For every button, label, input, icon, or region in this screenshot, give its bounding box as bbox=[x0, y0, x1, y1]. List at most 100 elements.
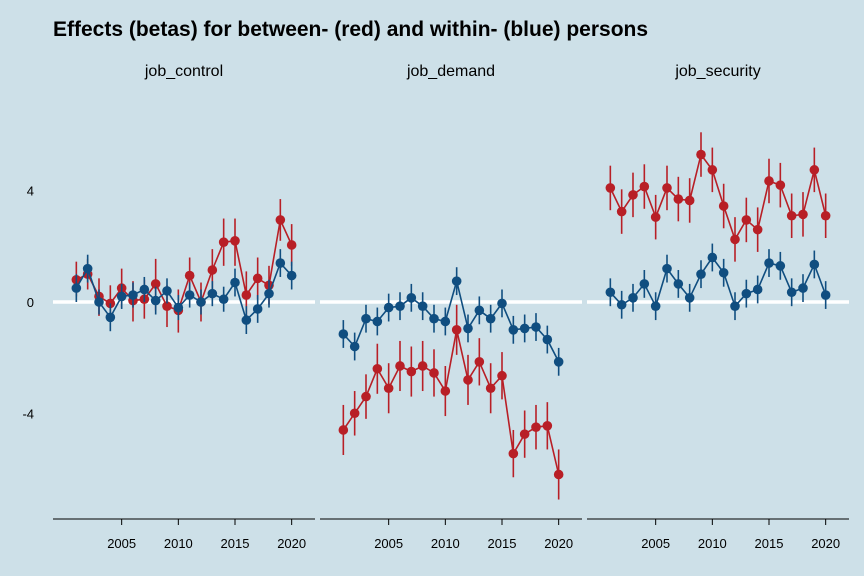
data-point bbox=[696, 269, 706, 279]
y-tick-label: -4 bbox=[22, 406, 34, 421]
x-tick-label: 2005 bbox=[641, 536, 670, 551]
data-point bbox=[820, 290, 831, 300]
data-point bbox=[383, 302, 394, 313]
data-point bbox=[349, 408, 360, 419]
data-point bbox=[150, 295, 161, 306]
series-line bbox=[75, 217, 293, 312]
x-tick-label: 2015 bbox=[488, 536, 517, 551]
x-tick-label: 2020 bbox=[811, 536, 840, 551]
data-point bbox=[616, 206, 627, 217]
data-point bbox=[241, 315, 252, 325]
data-point bbox=[162, 286, 172, 296]
data-point bbox=[71, 283, 82, 293]
data-point bbox=[707, 252, 718, 263]
data-point bbox=[798, 209, 808, 220]
data-point bbox=[184, 290, 195, 300]
data-point bbox=[417, 301, 428, 311]
data-point bbox=[372, 363, 383, 374]
data-point bbox=[616, 299, 627, 310]
series-line bbox=[609, 152, 827, 242]
data-point bbox=[451, 276, 462, 286]
data-point bbox=[230, 235, 240, 246]
panel-strip-label: job_security bbox=[674, 63, 760, 80]
data-point bbox=[82, 263, 93, 274]
series-between bbox=[338, 304, 564, 500]
data-point bbox=[639, 181, 650, 192]
data-point bbox=[440, 316, 451, 327]
series-within bbox=[338, 267, 564, 376]
data-point bbox=[752, 284, 763, 295]
data-point bbox=[741, 288, 752, 299]
data-point bbox=[440, 386, 451, 396]
data-point bbox=[218, 294, 229, 305]
x-tick-label: 2010 bbox=[698, 536, 727, 551]
panel-strip-label: job_control bbox=[144, 63, 223, 80]
data-point bbox=[497, 298, 507, 309]
data-point bbox=[798, 283, 808, 293]
data-point bbox=[150, 279, 161, 289]
data-point bbox=[395, 301, 405, 311]
data-point bbox=[628, 190, 638, 200]
data-point bbox=[531, 322, 541, 332]
data-point bbox=[497, 370, 507, 381]
data-point bbox=[94, 297, 104, 307]
data-point bbox=[173, 302, 184, 313]
data-point bbox=[338, 329, 349, 339]
data-point bbox=[116, 291, 127, 302]
data-point bbox=[764, 258, 774, 268]
data-point bbox=[474, 305, 485, 316]
data-point bbox=[338, 425, 349, 435]
panel-job-demand: job_demand 2005 2010 2015 2020 bbox=[320, 63, 582, 551]
x-tick-label: 2020 bbox=[277, 536, 306, 551]
y-axis: 4 0 -4 bbox=[22, 184, 34, 422]
data-point bbox=[786, 210, 797, 221]
data-point bbox=[764, 176, 774, 186]
data-point bbox=[519, 429, 530, 439]
data-point bbox=[429, 313, 439, 324]
x-tick-label: 2005 bbox=[107, 536, 136, 551]
panel-strip-label: job_demand bbox=[406, 63, 495, 80]
data-point bbox=[662, 263, 672, 274]
data-point bbox=[105, 312, 116, 323]
data-point bbox=[128, 290, 138, 300]
data-point bbox=[139, 284, 150, 295]
panel-job-control: job_control 2005 2010 2015 2020 bbox=[53, 63, 315, 551]
data-point bbox=[252, 304, 263, 314]
data-point bbox=[361, 391, 371, 402]
data-point bbox=[184, 270, 195, 281]
data-point bbox=[275, 215, 286, 225]
data-point bbox=[718, 201, 729, 211]
data-point bbox=[286, 270, 297, 281]
chart-title: Effects (betas) for between- (red) and w… bbox=[53, 18, 648, 41]
data-point bbox=[406, 293, 417, 303]
data-point bbox=[786, 287, 797, 298]
data-point bbox=[673, 194, 684, 204]
data-point bbox=[286, 240, 297, 250]
data-point bbox=[553, 469, 564, 480]
data-point bbox=[162, 301, 172, 311]
series-between bbox=[71, 199, 297, 333]
data-point bbox=[820, 210, 831, 221]
data-point bbox=[395, 361, 405, 371]
data-point bbox=[485, 313, 496, 324]
data-point bbox=[372, 316, 383, 327]
x-tick-label: 2005 bbox=[374, 536, 403, 551]
data-point bbox=[718, 267, 729, 278]
data-point bbox=[230, 277, 240, 288]
data-point bbox=[684, 293, 695, 303]
data-point bbox=[809, 259, 820, 270]
data-point bbox=[605, 287, 616, 298]
data-point bbox=[752, 224, 763, 235]
data-point bbox=[775, 261, 786, 271]
data-point bbox=[707, 165, 718, 175]
data-point bbox=[650, 212, 661, 222]
data-point bbox=[639, 279, 650, 289]
data-point bbox=[485, 383, 496, 394]
data-point bbox=[775, 180, 786, 190]
data-point bbox=[264, 288, 274, 299]
y-tick-label: 0 bbox=[27, 295, 34, 310]
series-line bbox=[342, 329, 560, 475]
x-tick-label: 2015 bbox=[221, 536, 250, 551]
data-point bbox=[361, 313, 371, 324]
